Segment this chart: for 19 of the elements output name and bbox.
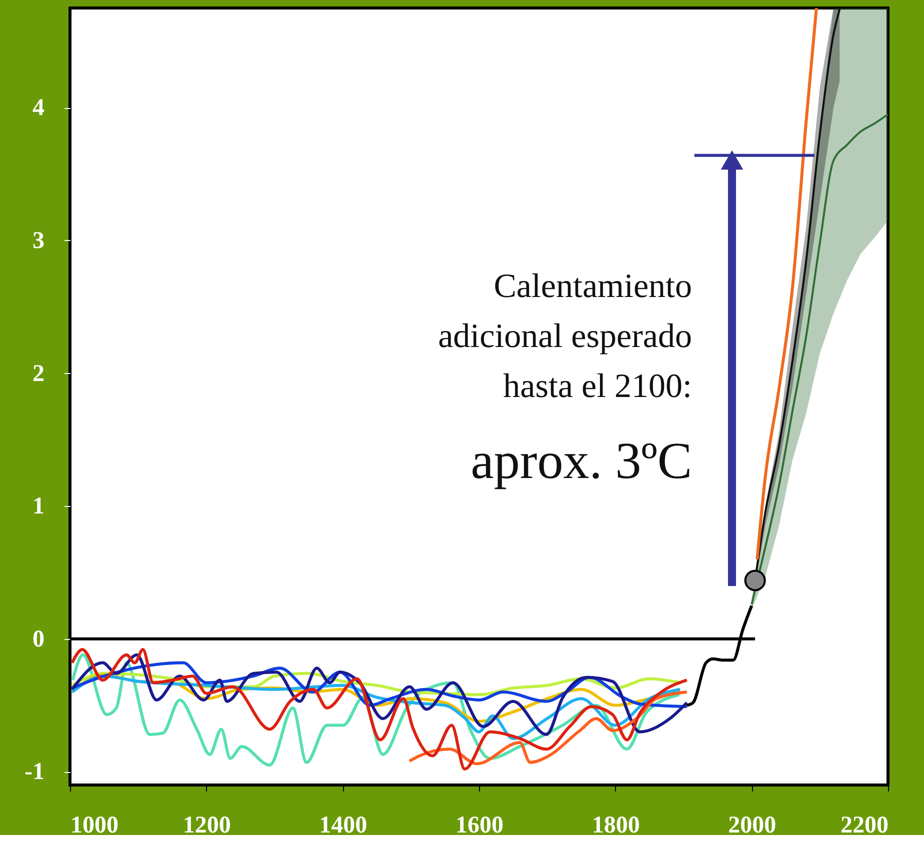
line-series [70, 653, 688, 736]
annotation: aprox. 3ºC [470, 433, 692, 490]
line-series [408, 690, 688, 766]
x-tick-label: 2200 [840, 812, 888, 838]
annotation: Calentamiento adicional esperado hasta el 2100: [438, 268, 692, 405]
x-tick-label: 1800 [592, 812, 640, 838]
x-tick-label: 2000 [728, 812, 776, 838]
x-tick-label: 1200 [182, 812, 231, 838]
y-tick-label: 2 [32, 360, 44, 387]
x-tick-label: 1600 [456, 812, 504, 838]
y-tick-label: -1 [24, 759, 44, 786]
y-tick-label: 4 [32, 95, 44, 122]
line-series [756, 8, 818, 561]
y-tick-label: 0 [32, 626, 44, 652]
x-tick-label: 1000 [70, 812, 118, 838]
y-tick-label: 3 [32, 228, 44, 254]
x-tick-label: 1400 [319, 812, 368, 838]
line-series [750, 113, 888, 606]
y-tick-label: 1 [32, 494, 44, 520]
